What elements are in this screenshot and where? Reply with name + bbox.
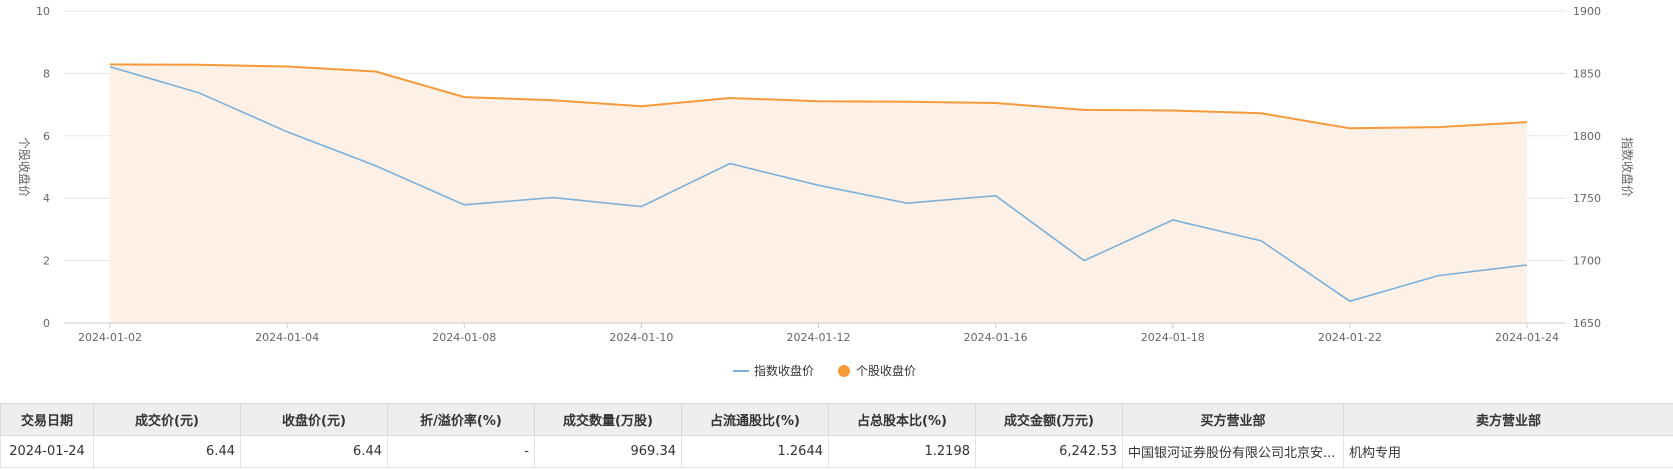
header-volume: 成交数量(万股) <box>534 403 682 436</box>
left-tick-label: 10 <box>36 5 50 18</box>
cell-total-ratio: 1.2198 <box>828 435 976 468</box>
table-header-row: 交易日期 成交价(元) 收盘价(元) 折/溢价率(%) 成交数量(万股) 占流通… <box>0 403 1673 436</box>
left-tick-label: 6 <box>43 130 50 143</box>
header-float-ratio: 占流通股比(%) <box>681 403 829 436</box>
right-tick-label: 1750 <box>1573 192 1601 205</box>
left-axis-ticks: 0 2 4 6 8 10 <box>36 5 50 330</box>
block-trade-table-wrap: 交易日期 成交价(元) 收盘价(元) 折/溢价率(%) 成交数量(万股) 占流通… <box>0 403 1673 468</box>
x-tick-label: 2024-01-02 <box>78 331 142 344</box>
right-tick-label: 1900 <box>1573 5 1601 18</box>
header-premium-rate: 折/溢价率(%) <box>387 403 535 436</box>
block-trade-table: 交易日期 成交价(元) 收盘价(元) 折/溢价率(%) 成交数量(万股) 占流通… <box>0 403 1673 468</box>
header-close-price: 收盘价(元) <box>240 403 388 436</box>
left-tick-label: 8 <box>43 67 50 80</box>
right-tick-label: 1800 <box>1573 130 1601 143</box>
header-deal-price: 成交价(元) <box>93 403 241 436</box>
dual-axis-chart: 0 2 4 6 8 10 1650 1700 1750 1800 1850 1900 2024-01… <box>17 5 1635 378</box>
cell-volume: 969.34 <box>534 435 682 468</box>
stock-price-line <box>109 63 1528 130</box>
stock-price-area <box>110 64 1527 324</box>
x-tick-label: 2024-01-16 <box>964 331 1028 344</box>
left-tick-label: 2 <box>43 255 50 268</box>
x-tick-label: 2024-01-08 <box>432 331 496 344</box>
left-axis-title: 个股收盘价 <box>17 137 32 197</box>
x-axis-ticks: 2024-01-02 2024-01-04 2024-01-08 2024-01-10… <box>64 322 1566 344</box>
header-buyer: 买方营业部 <box>1122 403 1344 436</box>
legend-index-label[interactable]: 指数收盘价 <box>754 363 814 378</box>
header-trade-date: 交易日期 <box>0 403 94 436</box>
right-axis-ticks: 1650 1700 1750 1800 1850 1900 <box>1573 5 1601 330</box>
index-price-line <box>109 66 1528 303</box>
x-tick-label: 2024-01-10 <box>609 331 673 344</box>
right-tick-label: 1700 <box>1573 255 1601 268</box>
left-tick-label: 0 <box>43 317 50 330</box>
cell-close-price: 6.44 <box>240 435 388 468</box>
right-tick-label: 1650 <box>1573 317 1601 330</box>
left-tick-label: 4 <box>43 192 50 205</box>
cell-float-ratio: 1.2644 <box>681 435 829 468</box>
cell-deal-price: 6.44 <box>93 435 241 468</box>
cell-seller[interactable]: 机构专用 <box>1343 435 1673 468</box>
cell-amount: 6,242.53 <box>975 435 1123 468</box>
x-tick-label: 2024-01-18 <box>1141 331 1205 344</box>
header-seller: 卖方营业部 <box>1343 403 1673 436</box>
x-tick-label: 2024-01-12 <box>787 331 851 344</box>
right-tick-label: 1850 <box>1573 67 1601 80</box>
header-total-ratio: 占总股本比(%) <box>828 403 976 436</box>
x-tick-label: 2024-01-24 <box>1495 331 1559 344</box>
header-amount: 成交金额(万元) <box>975 403 1123 436</box>
legend-stock-label[interactable]: 个股收盘价 <box>856 363 916 378</box>
cell-trade-date: 2024-01-24 <box>0 435 94 468</box>
legend-stock-swatch <box>838 365 850 377</box>
x-tick-label: 2024-01-22 <box>1318 331 1382 344</box>
right-axis-title: 指数收盘价 <box>1620 137 1635 197</box>
chart-legend[interactable]: 指数收盘价 个股收盘价 <box>733 363 916 378</box>
cell-buyer[interactable]: 中国银河证券股份有限公司北京安... <box>1122 435 1344 468</box>
table-row: 2024-01-24 6.44 6.44 - 969.34 1.2644 1.2… <box>0 435 1673 468</box>
x-tick-label: 2024-01-04 <box>255 331 319 344</box>
cell-premium-rate: - <box>387 435 535 468</box>
